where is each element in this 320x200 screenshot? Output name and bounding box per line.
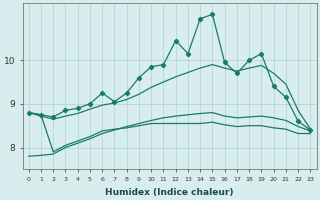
X-axis label: Humidex (Indice chaleur): Humidex (Indice chaleur) — [105, 188, 234, 197]
